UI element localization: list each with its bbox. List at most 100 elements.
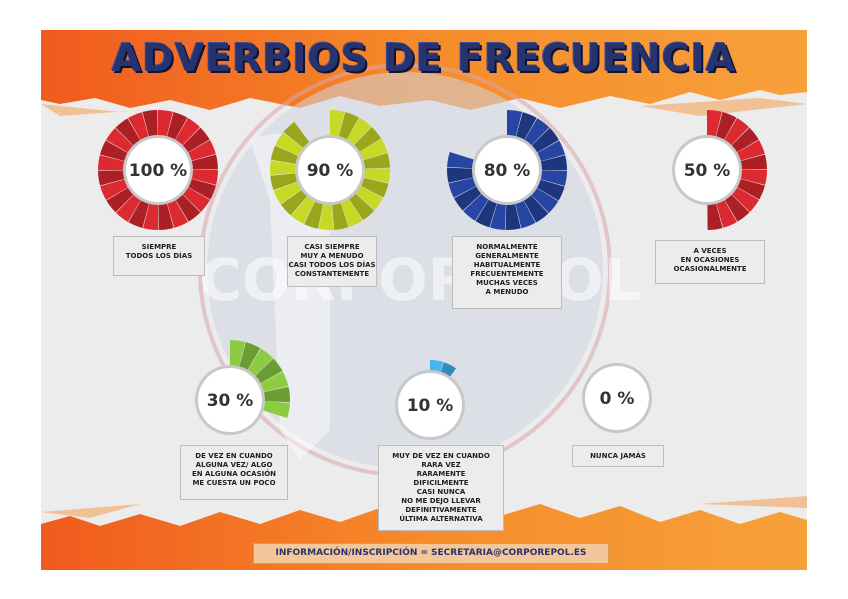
- description-line: EN OCASIONES: [680, 256, 740, 264]
- percent-label: 80 %: [484, 161, 531, 181]
- description-line: CASI NUNCA: [416, 488, 466, 496]
- gauge-segment: [361, 168, 390, 183]
- gauge-segment: [128, 112, 150, 143]
- description-box: DE VEZ EN CUANDO ALGUNA VEZ/ ALGO EN ALGUN…: [180, 445, 288, 500]
- description-line: CASI TODOS LOS DÍAS: [288, 261, 376, 269]
- gauge-segment: [729, 127, 759, 154]
- gauge-segment: [734, 178, 765, 200]
- gauge-center: [398, 373, 462, 437]
- gauge-center: [475, 138, 539, 202]
- gauge-segment: [304, 198, 324, 229]
- gauge-segment: [185, 178, 216, 200]
- gauge-segment: [253, 358, 283, 385]
- footer-label: INFORMACIÓN/INSCRIPCIÓN: [275, 548, 418, 558]
- gauge-segment: [180, 186, 210, 212]
- gauge-center: [675, 138, 739, 202]
- gauge-segment: [353, 184, 384, 211]
- gauge-segment: [715, 197, 737, 228]
- description-line: NORMALMENTE: [476, 243, 538, 251]
- gauge-segment: [128, 197, 150, 228]
- page-title: ADVERBIOS DE FRECUENCIA: [111, 36, 737, 80]
- contact-footer: INFORMACIÓN/INSCRIPCIÓN = SECRETARIA@CORPO…: [253, 543, 609, 564]
- gauge-segment: [723, 118, 749, 148]
- description-line: DIFICILMENTE: [413, 479, 469, 487]
- gauge-segment: [116, 192, 142, 222]
- gauge-segment: [454, 185, 484, 211]
- gauge-segment: [447, 167, 476, 183]
- description-line: RARA VEZ: [421, 461, 461, 469]
- description-line: DE VEZ EN CUANDO: [195, 452, 273, 460]
- gauge-segment: [330, 110, 345, 139]
- gauge-segment: [280, 188, 310, 216]
- gauge-segment: [737, 154, 767, 170]
- footer-separator: =: [420, 548, 428, 558]
- description-line: GENERALMENTE: [475, 252, 539, 260]
- description-line: ÚLTIMA ALTERNATIVA: [399, 515, 483, 523]
- gauge-segment: [707, 110, 722, 140]
- description-line: NO ME DEJO LLEVAR: [401, 497, 481, 505]
- description-line: CONSTANTEMENTE: [294, 270, 370, 278]
- description-line: FRECUENTEMENTE: [470, 270, 544, 278]
- gauge-segment: [230, 340, 246, 370]
- gauge-segment: [729, 186, 759, 212]
- gauge-segment: [723, 192, 750, 222]
- gauge-5: 10 %: [395, 360, 465, 440]
- description-line: NUNCA JAMÁS: [590, 452, 646, 460]
- gauge-segment: [275, 132, 306, 157]
- percent-label: 100 %: [129, 161, 187, 181]
- gauge-segment: [270, 160, 299, 176]
- gauge-segment: [106, 186, 136, 213]
- gauge-center: [198, 368, 262, 432]
- description-box: CASI SIEMPRE MUY A MENUDO CASI TODOS LOS D…: [287, 236, 377, 287]
- description-line: MUCHAS VECES: [476, 279, 538, 287]
- gauge-segment: [537, 170, 567, 187]
- gauge-segment: [737, 170, 767, 185]
- description-box: MUY DE VEZ EN CUANDO RARA VEZ RARAMENTE DIF…: [378, 445, 504, 531]
- gauge-segment: [529, 186, 559, 214]
- gauge-segment: [318, 201, 334, 230]
- gauge-1: 90 %: [270, 110, 390, 230]
- percent-label: 0 %: [600, 389, 635, 409]
- gauge-segment: [291, 194, 316, 224]
- gauge-segment: [534, 178, 565, 201]
- description-line: DEFINITIVAMENTE: [405, 506, 477, 514]
- gauge-6: 0 %: [582, 363, 652, 433]
- description-box: NUNCA JAMÁS: [572, 445, 664, 467]
- gauge-segment: [100, 140, 131, 162]
- gauge-segment: [490, 200, 506, 230]
- gauge-segment: [514, 198, 536, 229]
- gauge-segment: [522, 193, 549, 223]
- watermark-text: CORPOREPOL: [199, 246, 640, 314]
- percent-label: 30 %: [207, 391, 254, 411]
- gauge-segment: [142, 110, 158, 140]
- gauge-segment: [238, 342, 261, 373]
- gauge-segment: [100, 178, 131, 200]
- gauge-segment: [260, 401, 290, 418]
- percent-label: 10 %: [407, 396, 454, 416]
- gauge-segment: [447, 152, 477, 169]
- description-line: TODOS LOS DÍAS: [125, 252, 193, 260]
- gauge-segment: [115, 118, 142, 148]
- gauge-center: [298, 138, 362, 202]
- gauge-center: [585, 366, 649, 430]
- gauge-segment: [270, 173, 300, 191]
- gauge-segment: [246, 348, 273, 378]
- gauge-3: 50 %: [672, 110, 767, 230]
- gauge-segment: [338, 111, 359, 142]
- gauge-segment: [98, 170, 128, 186]
- description-line: CASI SIEMPRE: [304, 243, 360, 251]
- gauge-segment: [273, 181, 304, 204]
- gauge-segment: [174, 118, 200, 148]
- gauge-segment: [358, 177, 389, 198]
- footer-email[interactable]: SECRETARIA@CORPOREPOL.ES: [430, 548, 587, 558]
- gauge-segment: [715, 112, 737, 143]
- gauge-segment: [529, 127, 559, 155]
- gauge-segment: [357, 139, 388, 161]
- gauge-center: [126, 138, 190, 202]
- gauge-segment: [352, 126, 382, 154]
- gauge-segment: [475, 197, 498, 228]
- gauge-segment: [261, 386, 290, 403]
- gauge-segment: [448, 177, 479, 198]
- description-line: A MENUDO: [485, 288, 529, 296]
